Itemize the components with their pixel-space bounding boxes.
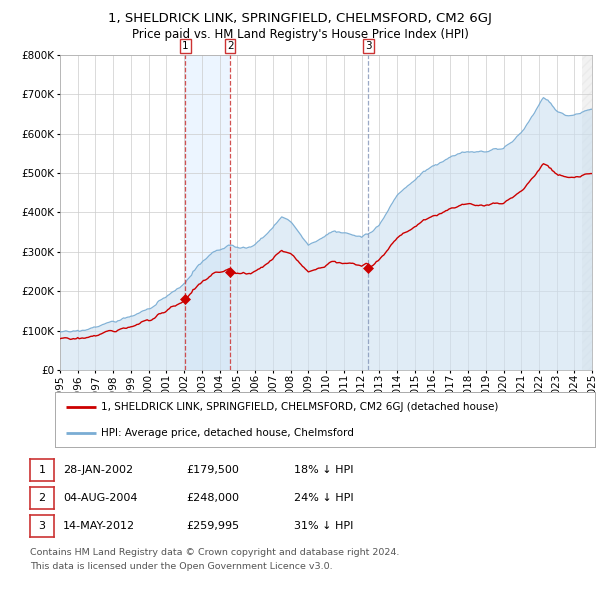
- Text: 1, SHELDRICK LINK, SPRINGFIELD, CHELMSFORD, CM2 6GJ: 1, SHELDRICK LINK, SPRINGFIELD, CHELMSFO…: [108, 12, 492, 25]
- Bar: [581, 55, 592, 370]
- Text: 24% ↓ HPI: 24% ↓ HPI: [294, 493, 353, 503]
- Text: 3: 3: [365, 41, 371, 51]
- Text: 1: 1: [38, 465, 46, 475]
- Text: 1: 1: [182, 41, 189, 51]
- Text: £248,000: £248,000: [186, 493, 239, 503]
- Text: 14-MAY-2012: 14-MAY-2012: [63, 521, 135, 531]
- Text: £259,995: £259,995: [186, 521, 239, 531]
- Text: 2: 2: [227, 41, 233, 51]
- Bar: [185, 55, 230, 370]
- Text: 28-JAN-2002: 28-JAN-2002: [63, 465, 133, 475]
- Text: HPI: Average price, detached house, Chelmsford: HPI: Average price, detached house, Chel…: [101, 428, 354, 438]
- Text: 04-AUG-2004: 04-AUG-2004: [63, 493, 137, 503]
- Text: 31% ↓ HPI: 31% ↓ HPI: [294, 521, 353, 531]
- Text: This data is licensed under the Open Government Licence v3.0.: This data is licensed under the Open Gov…: [30, 562, 332, 571]
- Text: £179,500: £179,500: [186, 465, 239, 475]
- Text: 18% ↓ HPI: 18% ↓ HPI: [294, 465, 353, 475]
- Text: Price paid vs. HM Land Registry's House Price Index (HPI): Price paid vs. HM Land Registry's House …: [131, 28, 469, 41]
- Text: 1, SHELDRICK LINK, SPRINGFIELD, CHELMSFORD, CM2 6GJ (detached house): 1, SHELDRICK LINK, SPRINGFIELD, CHELMSFO…: [101, 402, 499, 412]
- Text: 3: 3: [38, 521, 46, 531]
- Text: 2: 2: [38, 493, 46, 503]
- Text: Contains HM Land Registry data © Crown copyright and database right 2024.: Contains HM Land Registry data © Crown c…: [30, 548, 400, 557]
